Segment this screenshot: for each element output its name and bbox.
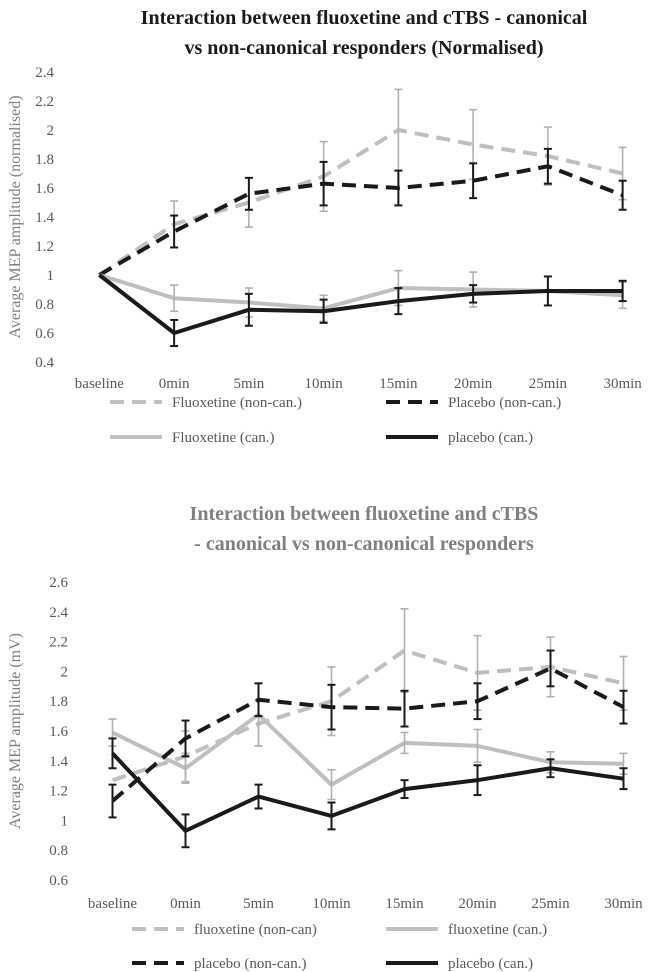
x-tick-label: baseline [88,896,137,912]
x-tick-label: 15min [385,896,424,912]
legend-label: Placebo (non-can.) [448,395,561,411]
x-tick-label: 0min [170,896,201,912]
y-axis-label: Average MEP amplitude (mV) [7,633,24,829]
x-tick-label: baseline [75,376,124,392]
y-tick-label: 1.8 [49,694,68,710]
y-tick-label: 0.6 [49,873,68,889]
y-tick-label: 2 [47,123,55,139]
legend-label: fluoxetine (can.) [448,922,547,938]
legend-label: placebo (can.) [448,956,533,972]
series-line [98,164,624,277]
chart-title-line: vs non-canonical responders (Normalised) [184,37,543,59]
x-tick-label: 15min [379,376,418,392]
x-tick-label: 0min [159,376,190,392]
y-tick-label: 1.6 [35,181,54,197]
y-tick-label: 1.2 [49,784,68,800]
chart-top-svg: Interaction between fluoxetine and cTBS … [7,7,642,446]
y-tick-label: 1.2 [35,239,54,255]
y-tick-label: 0.4 [35,355,54,371]
y-axis-label: Average MEP amplitude (normalised) [7,95,24,338]
series-line [98,273,623,335]
series-line [111,751,624,833]
y-tick-label: 2 [61,664,69,680]
y-tick-label: 2.2 [35,94,54,110]
legend-label: fluoxetine (non-can) [194,922,317,938]
y-tick-label: 2.6 [49,575,68,591]
legend-label: Fluoxetine (can.) [172,430,274,446]
x-tick-label: 5min [243,896,274,912]
chart-title-line: - canonical vs non-canonical responders [194,533,534,555]
y-tick-label: 1.4 [49,754,68,770]
y-tick-label: 0.8 [49,843,68,859]
y-tick-label: 2.4 [35,65,54,81]
y-tick-label: 1.6 [49,724,68,740]
y-tick-label: 0.6 [35,326,54,342]
series-line [98,128,624,277]
legend-label: Fluoxetine (non-can.) [172,395,302,411]
x-tick-label: 20min [458,896,497,912]
series-line [111,666,625,803]
y-tick-label: 1.4 [35,210,54,226]
y-tick-label: 2.4 [49,605,68,621]
x-tick-label: 10min [312,896,351,912]
x-tick-label: 30min [603,376,642,392]
y-tick-label: 1 [47,268,55,284]
chart-title-line: Interaction between fluoxetine and cTBS … [141,7,588,29]
chart-bottom: Interaction between fluoxetine and cTBS -… [0,500,664,972]
y-tick-label: 1.8 [35,152,54,168]
y-tick-label: 0.8 [35,297,54,313]
legend-label: placebo (can.) [448,430,533,446]
x-tick-label: 25min [531,896,570,912]
chart-bottom-svg: Interaction between fluoxetine and cTBS -… [7,503,643,972]
x-tick-label: 20min [454,376,493,392]
chart-top: Interaction between fluoxetine and cTBS … [0,0,664,470]
chart-title-line: Interaction between fluoxetine and cTBS [190,503,539,525]
series-line [111,712,624,787]
x-tick-label: 5min [233,376,264,392]
y-tick-label: 2.2 [49,635,68,651]
x-tick-label: 30min [604,896,643,912]
series-line [111,648,624,783]
legend-label: placebo (non-can.) [194,956,306,972]
y-tick-label: 1 [61,813,69,829]
x-tick-label: 10min [304,376,343,392]
x-tick-label: 25min [529,376,568,392]
